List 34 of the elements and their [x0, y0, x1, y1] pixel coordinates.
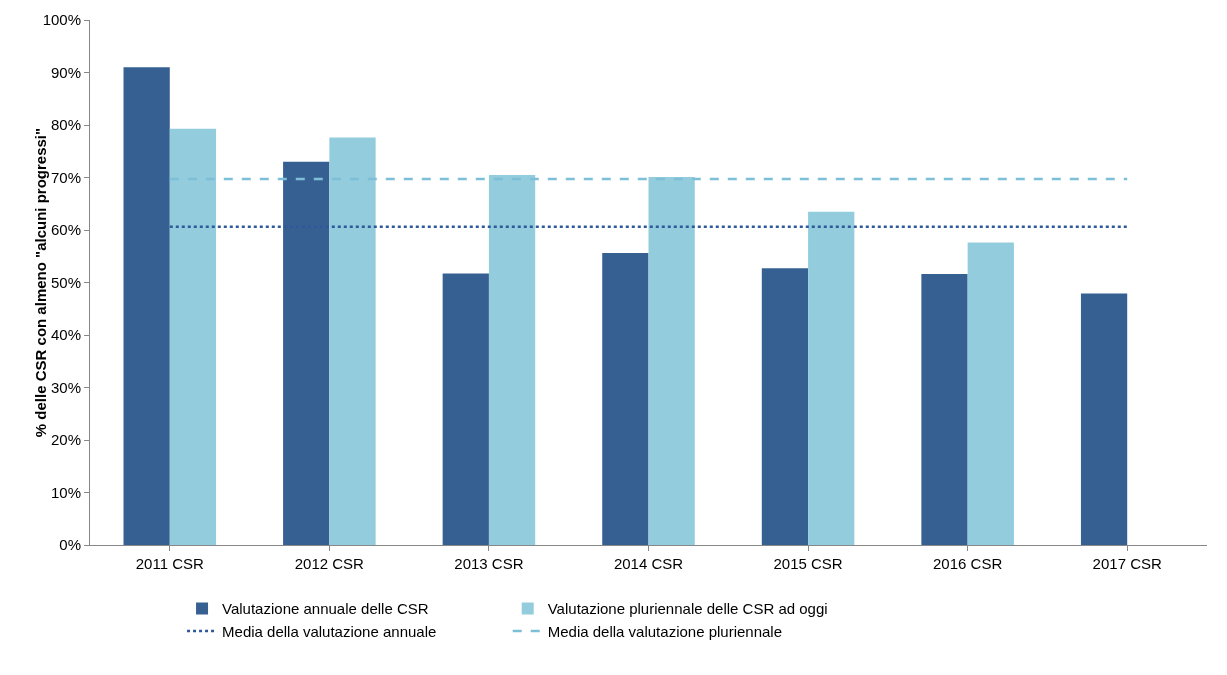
- y-tick-label: 100%: [42, 11, 81, 29]
- legend-label: Valutazione annuale delle CSR: [222, 600, 429, 618]
- x-tick-label: 2013 CSR: [454, 555, 524, 572]
- bar: [808, 211, 855, 545]
- bar: [1080, 293, 1128, 545]
- x-tick-label: 2011 CSR: [135, 555, 204, 572]
- y-tick-label: 60%: [50, 221, 81, 239]
- y-tick-label: 50%: [50, 273, 81, 291]
- bar: [488, 174, 536, 545]
- bar: [921, 274, 968, 545]
- x-tick-label: 2012 CSR: [294, 555, 365, 572]
- x-tick-label: 2014 CSR: [613, 555, 684, 572]
- y-tick-label: 70%: [50, 168, 81, 186]
- legend-label: Media della valutazione annuale: [222, 622, 437, 640]
- y-tick-label: 0%: [59, 536, 81, 554]
- y-tick-label: 10%: [50, 483, 81, 501]
- legend-label: Media della valutazione pluriennale: [547, 622, 783, 640]
- bar: [169, 128, 217, 545]
- y-tick-label: 40%: [50, 326, 81, 344]
- bar: [967, 242, 1014, 545]
- y-axis-title: % delle CSR con almeno "alcuni progressi": [31, 127, 49, 438]
- x-tick-label: 2016 CSR: [933, 555, 1003, 572]
- bar: [648, 176, 695, 545]
- bar: [329, 137, 376, 545]
- bar: [761, 268, 809, 545]
- x-tick-label: 2017 CSR: [1092, 555, 1162, 572]
- x-tick-label: 2015 CSR: [773, 555, 843, 572]
- y-tick-label: 90%: [50, 63, 81, 81]
- bar: [602, 253, 649, 545]
- legend-label: Valutazione pluriennale delle CSR ad oggi: [547, 600, 828, 618]
- y-tick-label: 30%: [50, 378, 81, 396]
- y-tick-label: 20%: [50, 431, 81, 449]
- bar: [442, 273, 489, 545]
- y-tick-label: 80%: [50, 116, 81, 134]
